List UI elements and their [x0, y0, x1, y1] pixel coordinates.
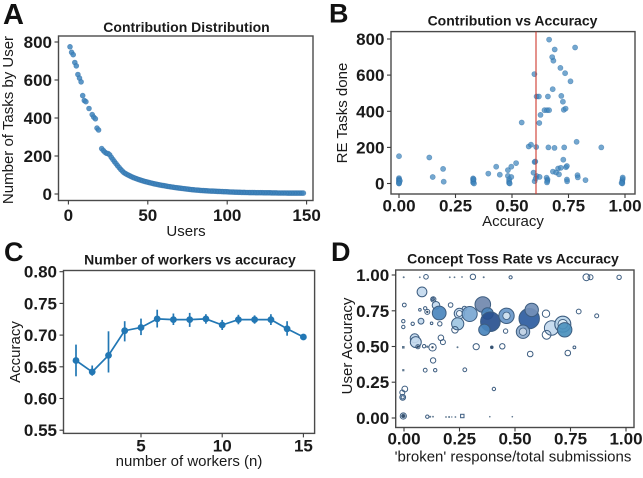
svg-text:0.25: 0.25: [356, 373, 389, 392]
svg-text:400: 400: [356, 102, 384, 121]
svg-text:15: 15: [294, 437, 313, 456]
svg-text:200: 200: [356, 138, 384, 157]
svg-text:800: 800: [356, 30, 384, 49]
svg-text:0.55: 0.55: [24, 421, 57, 440]
svg-text:0: 0: [64, 206, 73, 225]
svg-text:0.60: 0.60: [24, 390, 57, 409]
svg-text:B: B: [329, 0, 349, 29]
svg-text:0.75: 0.75: [356, 302, 389, 321]
svg-text:0.50: 0.50: [498, 430, 531, 449]
svg-text:1.00: 1.00: [608, 197, 641, 216]
svg-text:0.75: 0.75: [552, 197, 585, 216]
svg-text:Users: Users: [166, 223, 205, 240]
svg-text:1.00: 1.00: [609, 430, 642, 449]
svg-text:Number of workers vs accuracy: Number of workers vs accuracy: [84, 252, 296, 268]
svg-text:100: 100: [213, 206, 241, 225]
svg-text:0.70: 0.70: [24, 326, 57, 345]
svg-text:0.50: 0.50: [495, 197, 528, 216]
svg-text:400: 400: [24, 109, 52, 128]
svg-text:0.25: 0.25: [439, 197, 472, 216]
svg-text:Concept Toss Rate vs Accuracy: Concept Toss Rate vs Accuracy: [407, 251, 619, 267]
svg-text:0.50: 0.50: [356, 338, 389, 357]
svg-text:number of workers (n): number of workers (n): [116, 453, 263, 470]
svg-text:0.00: 0.00: [387, 430, 420, 449]
svg-text:RE Tasks done: RE Tasks done: [334, 63, 351, 164]
svg-text:D: D: [331, 237, 351, 267]
svg-text:600: 600: [356, 66, 384, 85]
svg-text:0.75: 0.75: [24, 294, 57, 313]
svg-text:0.65: 0.65: [24, 358, 57, 377]
svg-text:1.00: 1.00: [356, 266, 389, 285]
svg-text:'broken' response/total submis: 'broken' response/total submissions: [395, 449, 632, 466]
svg-text:User Accuracy: User Accuracy: [339, 297, 356, 394]
svg-text:150: 150: [292, 206, 320, 225]
svg-text:0.80: 0.80: [24, 263, 57, 282]
svg-text:10: 10: [213, 437, 232, 456]
svg-text:Number of Tasks by User: Number of Tasks by User: [0, 36, 17, 204]
svg-text:0.00: 0.00: [356, 409, 389, 428]
svg-text:0.25: 0.25: [443, 430, 476, 449]
svg-text:Accuracy: Accuracy: [7, 321, 24, 383]
svg-text:0.00: 0.00: [382, 197, 415, 216]
svg-text:200: 200: [24, 147, 52, 166]
svg-text:600: 600: [24, 71, 52, 90]
svg-text:A: A: [3, 0, 24, 31]
svg-text:C: C: [4, 237, 24, 267]
svg-text:0.75: 0.75: [554, 430, 587, 449]
svg-text:Contribution vs Accuracy: Contribution vs Accuracy: [428, 13, 598, 29]
svg-text:800: 800: [24, 33, 52, 52]
svg-text:50: 50: [138, 206, 157, 225]
svg-text:Contribution Distribution: Contribution Distribution: [103, 19, 269, 35]
svg-text:5: 5: [136, 437, 145, 456]
svg-text:0: 0: [375, 175, 384, 194]
svg-text:Accuracy: Accuracy: [482, 213, 544, 230]
svg-text:0: 0: [43, 185, 52, 204]
